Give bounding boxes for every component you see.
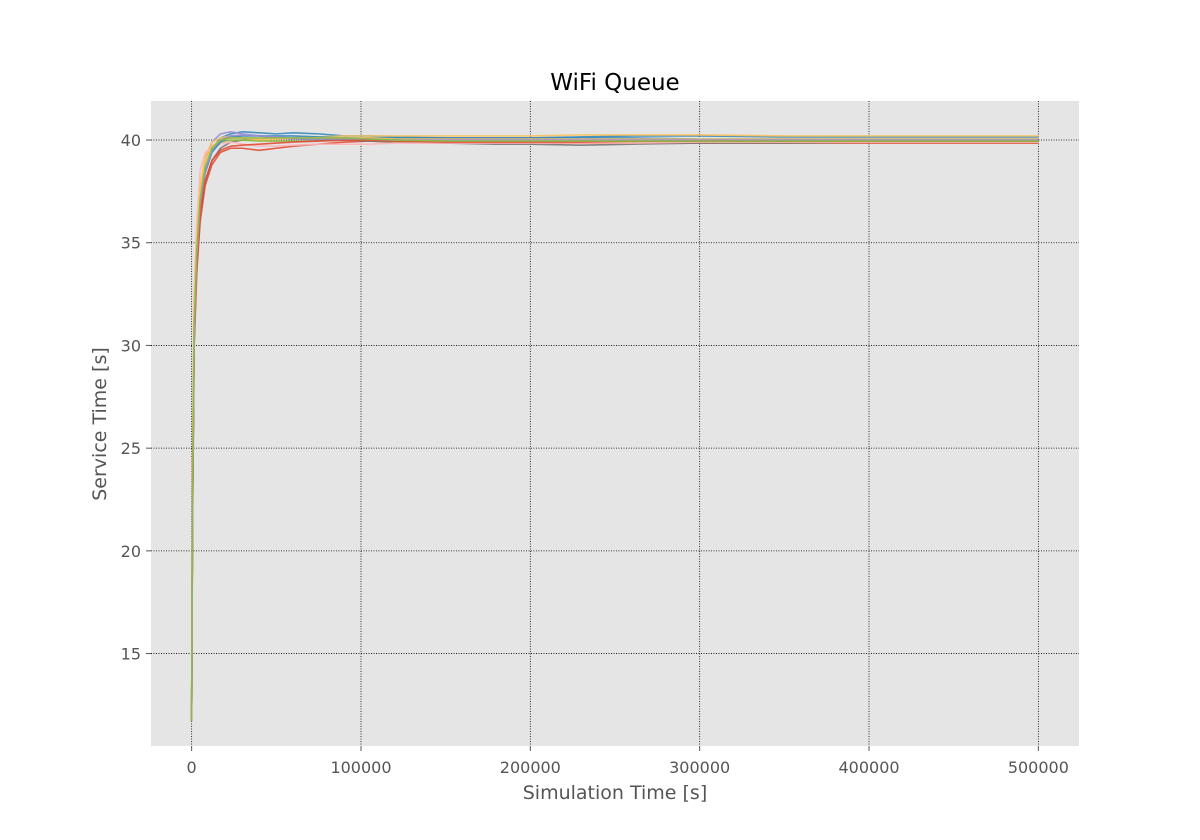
y-tick-label: 30 xyxy=(121,336,141,355)
y-ticks: 15 20 25 30 35 40 xyxy=(121,131,151,664)
x-tick-label: 300000 xyxy=(669,758,730,777)
plot-background xyxy=(151,101,1079,746)
y-tick-label: 15 xyxy=(121,645,141,664)
series-line xyxy=(190,141,1039,722)
x-tick-label: 0 xyxy=(187,758,197,777)
chart-title: WiFi Queue xyxy=(550,70,679,96)
x-tick-label: 100000 xyxy=(330,758,391,777)
series-layer xyxy=(190,131,1039,722)
y-tick-label: 25 xyxy=(121,439,141,458)
x-tick-label: 500000 xyxy=(1008,758,1069,777)
x-axis-label: Simulation Time [s] xyxy=(523,782,708,804)
y-axis-label: Service Time [s] xyxy=(89,347,111,501)
y-tick-label: 20 xyxy=(121,542,141,561)
series-line xyxy=(190,137,1039,722)
x-ticks: 0 100000 200000 300000 400000 500000 xyxy=(187,746,1069,777)
y-tick-label: 40 xyxy=(121,131,141,150)
y-tick-label: 35 xyxy=(121,234,141,253)
x-tick-label: 400000 xyxy=(838,758,899,777)
x-tick-label: 200000 xyxy=(500,758,561,777)
